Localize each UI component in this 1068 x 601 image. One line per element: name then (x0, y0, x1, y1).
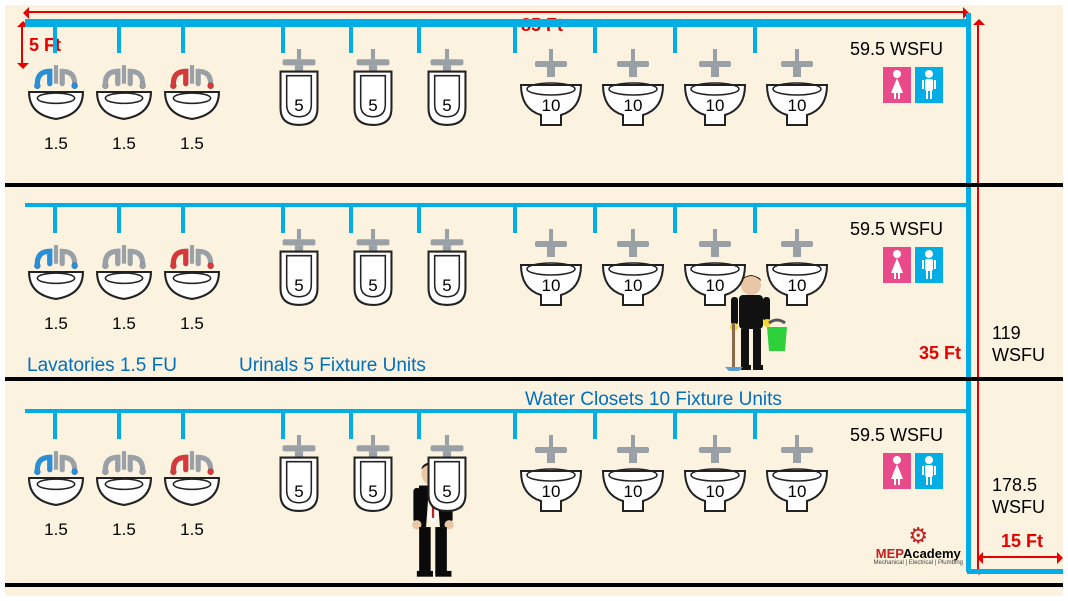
urinal: 5 (413, 49, 481, 154)
male-icon (915, 67, 943, 103)
urinal: 5 (339, 435, 407, 540)
male-icon (915, 247, 943, 283)
floor: 1.5 1.5 1.5 5 5 5 10 10 10 10 59.5 WSFU (5, 9, 1063, 189)
male-icon (915, 453, 943, 489)
urinal-fu: 5 (413, 276, 481, 296)
lav-fu: 1.5 (161, 520, 223, 540)
water-closet: 10 (513, 435, 589, 540)
fixture-row: 1.5 1.5 1.5 5 5 5 10 10 10 10 (25, 229, 835, 334)
water-closet: 10 (513, 49, 589, 154)
toilet-fu: 10 (595, 276, 671, 296)
lav-fu: 1.5 (25, 134, 87, 154)
toilet-fu: 10 (513, 482, 589, 502)
water-closet: 10 (677, 229, 753, 334)
floor-line-3 (5, 583, 1063, 587)
lavatory: 1.5 (93, 57, 155, 154)
female-icon (883, 67, 911, 103)
lavatory: 1.5 (161, 57, 223, 154)
lavatory: 1.5 (25, 443, 87, 540)
water-closet: 10 (513, 229, 589, 334)
urinal-fu: 5 (265, 276, 333, 296)
water-closet: 10 (595, 435, 671, 540)
toilet-fu: 10 (677, 276, 753, 296)
pipe-branch (25, 203, 971, 207)
urinal-fu: 5 (339, 96, 407, 116)
toilet-fu: 10 (759, 276, 835, 296)
toilet-fu: 10 (759, 482, 835, 502)
floor: 1.5 1.5 1.5 5 5 5 10 10 10 10 59.5 WSFU (5, 395, 1063, 575)
urinal-fu: 5 (413, 96, 481, 116)
urinal: 5 (265, 49, 333, 154)
toilet-fu: 10 (595, 482, 671, 502)
female-icon (883, 453, 911, 489)
urinal-fu: 5 (265, 482, 333, 502)
urinal: 5 (339, 49, 407, 154)
water-closet: 10 (677, 49, 753, 154)
water-closet: 10 (595, 229, 671, 334)
toilet-fu: 10 (677, 96, 753, 116)
gender-icons (883, 67, 943, 103)
lav-fu: 1.5 (161, 134, 223, 154)
lav-fu: 1.5 (25, 314, 87, 334)
lavatory: 1.5 (93, 443, 155, 540)
water-closet: 10 (595, 49, 671, 154)
floor-wsfu: 59.5 WSFU (850, 39, 943, 60)
water-closet: 10 (759, 49, 835, 154)
lavatory: 1.5 (25, 57, 87, 154)
urinal: 5 (339, 229, 407, 334)
floor-wsfu: 59.5 WSFU (850, 219, 943, 240)
urinal: 5 (265, 229, 333, 334)
floor-wsfu: 59.5 WSFU (850, 425, 943, 446)
lav-fu: 1.5 (25, 520, 87, 540)
floor-line-2 (5, 377, 1063, 381)
toilet-fu: 10 (513, 96, 589, 116)
water-closet: 10 (759, 435, 835, 540)
lavatory: 1.5 (161, 443, 223, 540)
floor: 1.5 1.5 1.5 5 5 5 10 10 10 10 59.5 WSFU (5, 189, 1063, 369)
urinal-fu: 5 (265, 96, 333, 116)
lavatory: 1.5 (161, 237, 223, 334)
pipe-branch (25, 409, 971, 413)
urinal-fu: 5 (413, 482, 481, 502)
lav-fu: 1.5 (93, 314, 155, 334)
gender-icons (883, 247, 943, 283)
lavatory: 1.5 (93, 237, 155, 334)
lav-fu: 1.5 (161, 314, 223, 334)
urinal: 5 (413, 435, 481, 540)
fixture-row: 1.5 1.5 1.5 5 5 5 10 10 10 10 (25, 49, 835, 154)
toilet-fu: 10 (513, 276, 589, 296)
fixture-row: 1.5 1.5 1.5 5 5 5 10 10 10 10 (25, 435, 835, 540)
female-icon (883, 247, 911, 283)
urinal: 5 (413, 229, 481, 334)
gender-icons (883, 453, 943, 489)
diagram-canvas: 85 Ft 5 Ft 35 Ft 119 WSFU 178.5 WSFU 15 … (5, 5, 1063, 596)
water-closet: 10 (677, 435, 753, 540)
water-closet: 10 (759, 229, 835, 334)
toilet-fu: 10 (759, 96, 835, 116)
lavatory: 1.5 (25, 237, 87, 334)
toilet-fu: 10 (677, 482, 753, 502)
urinal: 5 (265, 435, 333, 540)
lav-fu: 1.5 (93, 134, 155, 154)
pipe-branch (25, 23, 971, 27)
toilet-fu: 10 (595, 96, 671, 116)
urinal-fu: 5 (339, 482, 407, 502)
lav-fu: 1.5 (93, 520, 155, 540)
urinal-fu: 5 (339, 276, 407, 296)
